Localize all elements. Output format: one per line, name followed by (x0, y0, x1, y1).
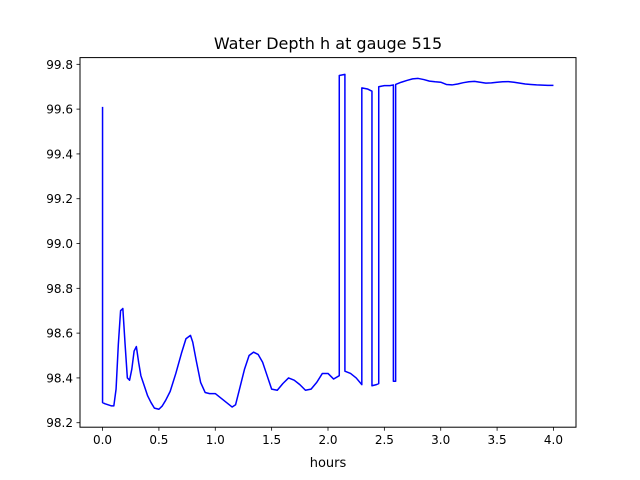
x-tick-label: 3.5 (488, 433, 507, 447)
x-tick-label: 0.0 (93, 433, 112, 447)
x-tick-label: 1.0 (206, 433, 225, 447)
y-tick-label: 99.6 (46, 103, 73, 117)
y-axis: 98.2 98.4 98.6 98.8 99.0 99.2 99.4 99.6 99.8 (46, 58, 80, 430)
series-line-0 (101, 73, 554, 411)
x-tick-label: 2.5 (375, 433, 394, 447)
x-tick-label: 4.0 (544, 433, 563, 447)
x-axis-label: hours (310, 456, 347, 471)
x-tick-label: 1.5 (262, 433, 281, 447)
y-tick-label: 98.2 (46, 416, 73, 430)
y-tick-label: 99.2 (46, 192, 73, 206)
x-tick-label: 3.0 (431, 433, 450, 447)
y-tick-label: 98.6 (46, 327, 73, 341)
y-tick-label: 99.0 (46, 237, 73, 251)
plot-frame (79, 57, 577, 428)
y-tick-label: 99.8 (46, 58, 73, 72)
y-tick-label: 99.4 (46, 147, 73, 161)
x-tick-label: 0.5 (149, 433, 168, 447)
x-tick-label: 2.0 (318, 433, 337, 447)
y-tick-label: 98.4 (46, 371, 73, 385)
plot-area (101, 73, 554, 411)
y-tick-label: 98.8 (46, 282, 73, 296)
chart-title: Water Depth h at gauge 515 (214, 34, 442, 53)
x-axis: 0.0 0.5 1.0 1.5 2.0 2.5 3.0 3.5 4.0 (93, 427, 563, 447)
